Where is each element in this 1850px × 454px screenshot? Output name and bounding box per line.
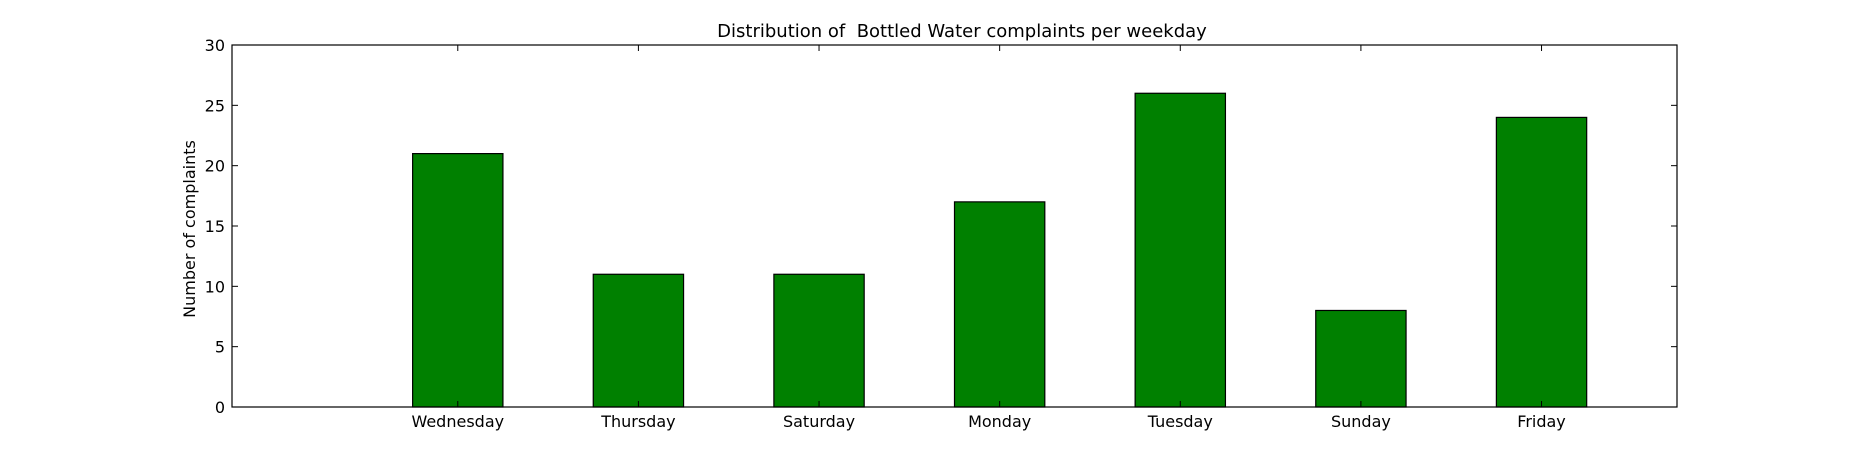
x-tick-label-sunday: Sunday [1331,412,1391,431]
y-axis-label: Number of complaints [180,140,199,318]
bar-tuesday [1134,92,1227,408]
plot-area: 0 5 10 15 20 25 30 Wednesday Thursday Saturday Mon… [205,36,1678,431]
bar-friday [1495,116,1588,408]
y-tick-label: 20 [205,157,225,176]
chart-title: Distribution of Bottled Water complaints… [717,21,1207,42]
y-tick-label: 25 [205,96,225,115]
y-tick-label: 30 [205,36,225,55]
x-tick-label-monday: Monday [968,412,1031,431]
y-tick-label: 0 [215,398,225,417]
x-tick-label-friday: Friday [1517,412,1566,431]
x-tick-label-saturday: Saturday [783,412,855,431]
bar-thursday [592,273,685,408]
x-tick-label-wednesday: Wednesday [411,412,504,431]
y-tick-label: 10 [205,277,225,296]
x-tick-label-thursday: Thursday [600,412,675,431]
y-tick-label: 5 [215,338,225,357]
bar-saturday [773,273,865,408]
y-tick-label: 15 [205,217,225,236]
bar-sunday [1315,309,1407,408]
x-tick-label-tuesday: Tuesday [1147,412,1213,431]
bar-wednesday [412,153,504,408]
bar-monday [953,201,1046,408]
